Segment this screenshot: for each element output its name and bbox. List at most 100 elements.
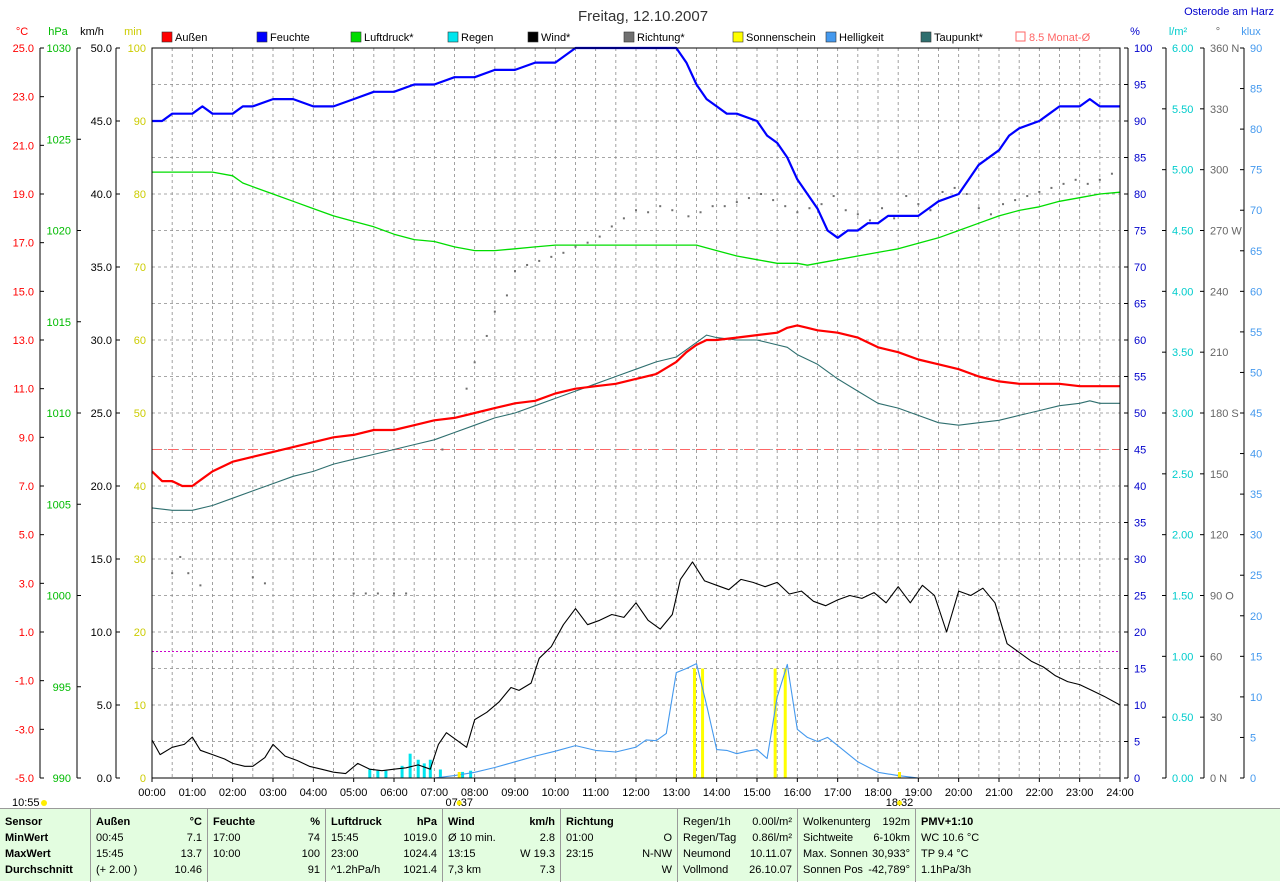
sunshine-bar xyxy=(701,668,705,778)
direction-point xyxy=(844,209,847,212)
x-tick-label: 03:00 xyxy=(259,787,287,799)
humidity-tick-label: 45 xyxy=(1134,445,1146,457)
brightness-tick-label: 30 xyxy=(1250,530,1262,542)
stats-footer: Sensor MinWert MaxWert Durchschnitt Auße… xyxy=(0,808,1280,882)
direction-point xyxy=(1074,178,1077,181)
direction-point xyxy=(977,207,980,210)
rain-tick-label: 0.00 xyxy=(1172,773,1193,785)
temp-tick-label: 13.0 xyxy=(13,335,34,347)
chart-legend: Außen Feuchte Luftdruck* Regen Wind* Richtung… xyxy=(161,31,1091,44)
legend-label: 8.5 Monat-Ø xyxy=(1029,32,1091,44)
x-tick-label: 20:00 xyxy=(945,787,973,799)
rain-bar xyxy=(368,769,372,778)
brightness-tick-label: 10 xyxy=(1250,692,1262,704)
temp-tick-label: 3.0 xyxy=(19,578,34,590)
humidity-tick-label: 55 xyxy=(1134,372,1146,384)
direction-tick-label: 0 N xyxy=(1210,773,1227,785)
left-axes: 25.0 23.0 21.0 19.0 17.0 15.0 13.0 11.0 9.0 7.0 5.… xyxy=(13,43,146,785)
wind-tick-label: 35.0 xyxy=(91,262,112,274)
luftdruck-trend: ^1.2hPa/h xyxy=(331,864,381,876)
sun_min-tick-label: 100 xyxy=(128,43,146,55)
wind-title: Wind xyxy=(448,816,475,828)
luftdruck-line xyxy=(152,171,1121,266)
luftdruck-title: Luftdruck xyxy=(331,816,382,828)
legend-swatch xyxy=(350,31,362,43)
pressure-unit-label: hPa xyxy=(48,26,68,38)
legend-label: Regen xyxy=(461,32,493,44)
legend-swatch xyxy=(161,31,173,43)
legend-swatch xyxy=(732,31,744,43)
rain-tick-label: 5.50 xyxy=(1172,104,1193,116)
luftdruck-unit: hPa xyxy=(416,816,437,828)
direction-point xyxy=(514,270,516,273)
humidity-tick-label: 20 xyxy=(1134,627,1146,639)
wind-distance: 7,3 km xyxy=(448,864,482,876)
brightness-unit-label: klux xyxy=(1241,26,1261,38)
sichtweite-value: 6-10km xyxy=(873,832,910,844)
helligkeit-line xyxy=(152,663,1120,779)
legend-label: Taupunkt* xyxy=(934,32,984,44)
rain-tick-label: 1.50 xyxy=(1172,591,1193,603)
rain-tick-label: 0.50 xyxy=(1172,712,1193,724)
direction-point xyxy=(622,217,625,220)
direction-point xyxy=(893,217,896,220)
sunrise-icon xyxy=(456,800,462,806)
direction-point xyxy=(1038,190,1041,193)
pmv-title: PMV+1:10 xyxy=(921,816,974,828)
wind-column: Wind km/h Ø 10 min. 2.8 13:15 W 19.3 7,3 km… xyxy=(442,809,560,882)
aussen-column: Außen °C 00:45 7.1 15:45 13.7 (+ 2.00 ) 10.4… xyxy=(90,809,207,882)
sensor-title: Sensor xyxy=(5,816,43,828)
line-series xyxy=(151,46,1121,779)
direction-point xyxy=(610,225,613,228)
luftdruck-avg-value: 1021.4 xyxy=(403,864,437,876)
brightness-tick-label: 20 xyxy=(1250,611,1262,623)
aussen-unit: °C xyxy=(189,816,202,828)
direction-point xyxy=(671,209,674,212)
sun_min-tick-label: 80 xyxy=(134,189,146,201)
humidity-tick-label: 10 xyxy=(1134,700,1146,712)
pressure-tick-label: 1000 xyxy=(47,591,71,603)
luftdruck-max-value: 1024.4 xyxy=(403,848,437,860)
rain-bar xyxy=(400,765,404,778)
direction-point xyxy=(199,584,202,587)
x-tick-label: 06:00 xyxy=(380,787,408,799)
temp-tick-label: 1.0 xyxy=(19,627,34,639)
direction-point xyxy=(1062,182,1065,185)
direction-point xyxy=(796,211,799,214)
direction-point xyxy=(905,195,908,198)
x-tick-label: 10:00 xyxy=(542,787,570,799)
direction-unit-label: ° xyxy=(1216,26,1220,38)
direction-point xyxy=(586,241,589,244)
temp-tick-label: -1.0 xyxy=(15,676,34,688)
direction-point xyxy=(171,572,174,575)
direction-point xyxy=(505,294,508,297)
luftdruck-min-value: 1019.0 xyxy=(403,832,437,844)
regen-tag-label: Regen/Tag xyxy=(683,832,737,844)
temp-tick-label: 11.0 xyxy=(13,384,34,396)
wind-unit-label: km/h xyxy=(80,26,104,38)
x-tick-label: 15:00 xyxy=(743,787,771,799)
aussen-max-value: 13.7 xyxy=(180,848,202,860)
legend-swatch xyxy=(623,31,635,43)
x-tick-label: 16:00 xyxy=(784,787,812,799)
direction-point xyxy=(453,412,456,414)
wind-max-value: W 19.3 xyxy=(520,848,555,860)
sun_min-tick-label: 70 xyxy=(134,262,146,274)
direction-point xyxy=(364,592,367,595)
max-sonnen-label: Max. Sonnen xyxy=(803,848,868,860)
pmv-tp: TP 9.4 °C xyxy=(921,848,969,860)
legend-swatch xyxy=(825,31,837,43)
temp-tick-label: 19.0 xyxy=(13,189,34,201)
humidity-tick-label: 25 xyxy=(1134,591,1146,603)
rain-tick-label: 2.00 xyxy=(1172,530,1193,542)
neumond-label: Neumond xyxy=(683,848,731,860)
wind-avg10-value: 2.8 xyxy=(539,832,555,844)
direction-point xyxy=(1014,199,1017,202)
direction-tick-label: 120 xyxy=(1210,530,1228,542)
direction-point xyxy=(856,213,859,216)
wind-max-time: 13:15 xyxy=(448,848,476,860)
legend-swatch xyxy=(1015,31,1026,42)
aussen-max-time: 15:45 xyxy=(96,848,124,860)
x-tick-label: 04:00 xyxy=(300,787,328,799)
feuchte-line xyxy=(152,46,1120,239)
